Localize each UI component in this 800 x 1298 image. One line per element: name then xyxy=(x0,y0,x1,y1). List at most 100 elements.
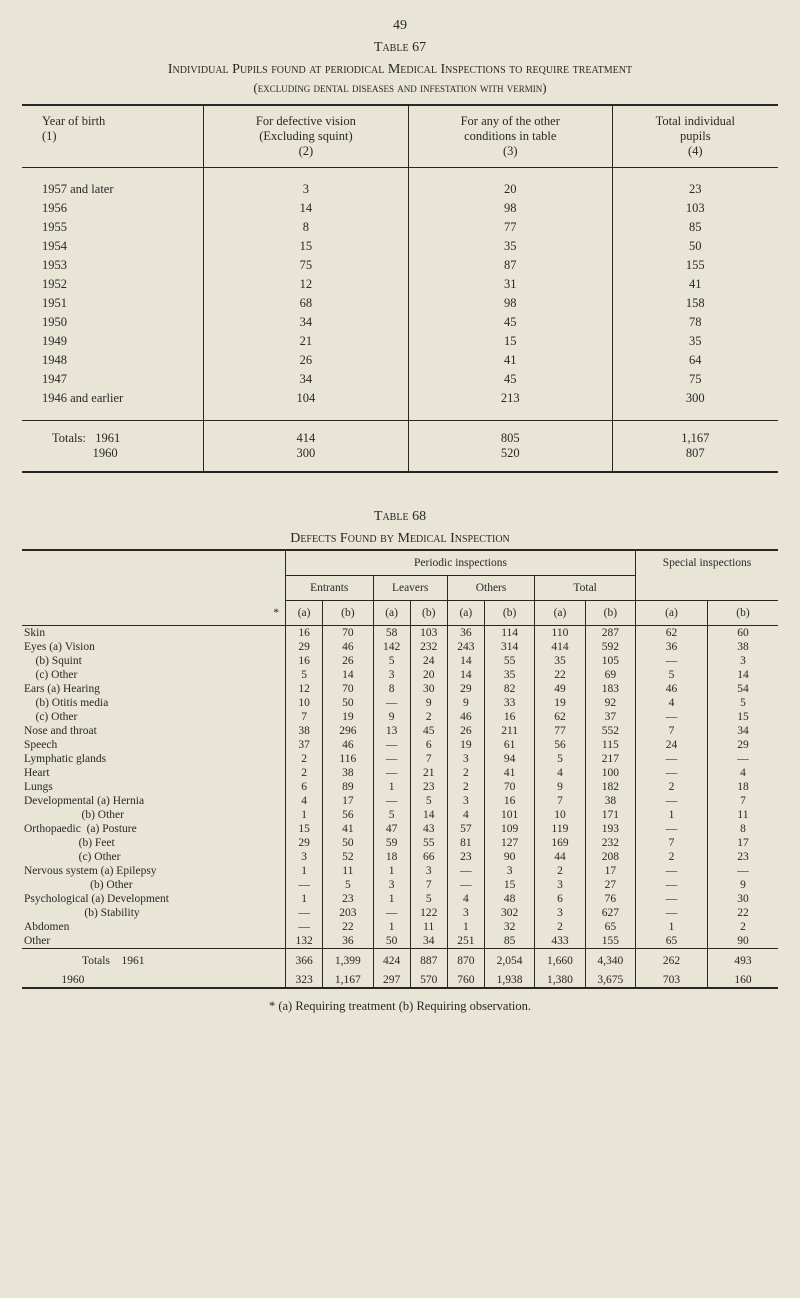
t67-year: 1953 xyxy=(22,256,203,275)
t68-cell: 5 xyxy=(286,668,323,682)
t68-cell: 70 xyxy=(323,626,373,641)
t67-c2: 3 xyxy=(203,180,408,199)
t68-cell: 43 xyxy=(410,822,447,836)
table-row: Lymphatic glands2116—73945217—— xyxy=(22,752,778,766)
t68-total-cell: 570 xyxy=(410,973,447,988)
t68-cell: 1 xyxy=(373,780,410,794)
t68-cell: 30 xyxy=(410,682,447,696)
t68-total-cell: 424 xyxy=(373,949,410,974)
t68-cell: 15 xyxy=(286,822,323,836)
t68-row-label: (b) Squint xyxy=(22,654,286,668)
t68-ab: (a) xyxy=(286,601,323,626)
table-row: Skin167058103361141102876260 xyxy=(22,626,778,641)
t68-cell: 109 xyxy=(484,822,534,836)
t68-ab: (b) xyxy=(484,601,534,626)
t68-cell: 103 xyxy=(410,626,447,641)
t68-cell: — xyxy=(286,906,323,920)
table-row: (b) Feet2950595581127169232717 xyxy=(22,836,778,850)
t67-c2: 34 xyxy=(203,370,408,389)
t68-cell: 4 xyxy=(636,696,708,710)
t67-h0: Year of birth(1) xyxy=(22,105,203,168)
t68-cell: 142 xyxy=(373,640,410,654)
t68-cell: 414 xyxy=(535,640,585,654)
t68-cell: 48 xyxy=(484,892,534,906)
t68-row-label: Heart xyxy=(22,766,286,780)
table-row: (b) Otitis media1050—9933199245 xyxy=(22,696,778,710)
t68-cell: 46 xyxy=(447,710,484,724)
t68-total-cell: 703 xyxy=(636,973,708,988)
t68-cell: 7 xyxy=(410,878,447,892)
table-row: Heart238—212414100—4 xyxy=(22,766,778,780)
t68-cell: 101 xyxy=(484,808,534,822)
t68-cell: 46 xyxy=(636,682,708,696)
t67-c4: 64 xyxy=(612,351,778,370)
t68-cell: 3 xyxy=(484,864,534,878)
t68-cell: 110 xyxy=(535,626,585,641)
t68-cell: 77 xyxy=(535,724,585,738)
t68-cell: 4 xyxy=(447,808,484,822)
table-row: 19561498103 xyxy=(22,199,778,218)
t68-cell: 69 xyxy=(585,668,635,682)
t68-cell: 60 xyxy=(707,626,778,641)
t68-cell: 183 xyxy=(585,682,635,696)
t68-cell: 155 xyxy=(585,934,635,949)
t67-tot-c2: 414300 xyxy=(203,421,408,473)
t68-cell: 33 xyxy=(484,696,534,710)
t68-cell: 55 xyxy=(484,654,534,668)
t68-cell: 627 xyxy=(585,906,635,920)
t68-cell: 7 xyxy=(636,724,708,738)
t68-star: * xyxy=(22,550,286,626)
t67-totals-label: Totals: 1961 1960 xyxy=(22,421,203,473)
t68-cell: 38 xyxy=(585,794,635,808)
t68-cell: 182 xyxy=(585,780,635,794)
t68-cell: 169 xyxy=(535,836,585,850)
t68-ab: (b) xyxy=(585,601,635,626)
t68-cell: 3 xyxy=(535,906,585,920)
t68-ab: (a) xyxy=(535,601,585,626)
t68-cell: 35 xyxy=(535,654,585,668)
t68-cell: 552 xyxy=(585,724,635,738)
t68-cell: — xyxy=(373,766,410,780)
t68-cell: 15 xyxy=(484,878,534,892)
t68-cell: 3 xyxy=(535,878,585,892)
t68-total-cell: 1,167 xyxy=(323,973,373,988)
t68-ab: (a) xyxy=(636,601,708,626)
t68-cell: 94 xyxy=(484,752,534,766)
t68-cell: — xyxy=(447,878,484,892)
t68-cell: 3 xyxy=(373,878,410,892)
t68-row-label: Other xyxy=(22,934,286,949)
t68-cell: 3 xyxy=(447,794,484,808)
t68-gh-others: Others xyxy=(447,576,535,601)
t67-c2: 12 xyxy=(203,275,408,294)
t68-cell: 11 xyxy=(323,864,373,878)
t68-cell: 5 xyxy=(636,668,708,682)
t67-c2: 104 xyxy=(203,389,408,408)
t67-tot-c3: 805520 xyxy=(408,421,612,473)
t68-row-label: Orthopaedic (a) Posture xyxy=(22,822,286,836)
t68-cell: 203 xyxy=(323,906,373,920)
t68-cell: 122 xyxy=(410,906,447,920)
t68-cell: 46 xyxy=(323,640,373,654)
t68-cell: — xyxy=(707,864,778,878)
t68-cell: 296 xyxy=(323,724,373,738)
t68-cell: 2 xyxy=(410,710,447,724)
t68-cell: 17 xyxy=(585,864,635,878)
t68-row-label: (b) Feet xyxy=(22,836,286,850)
t67-c2: 26 xyxy=(203,351,408,370)
t67-year: 1948 xyxy=(22,351,203,370)
t68-row-label: Developmental (a) Hernia xyxy=(22,794,286,808)
t68-cell: 7 xyxy=(707,794,778,808)
t68-cell: 105 xyxy=(585,654,635,668)
t68-cell: 52 xyxy=(323,850,373,864)
t68-cell: 56 xyxy=(323,808,373,822)
t68-row-label: (b) Otitis media xyxy=(22,696,286,710)
t68-cell: 16 xyxy=(286,654,323,668)
table-row: Nose and throat3829613452621177552734 xyxy=(22,724,778,738)
t68-cell: 90 xyxy=(484,850,534,864)
t68-cell: 38 xyxy=(286,724,323,738)
t67-c2: 75 xyxy=(203,256,408,275)
t68-cell: 8 xyxy=(373,682,410,696)
t68-cell: 208 xyxy=(585,850,635,864)
t68-cell: — xyxy=(373,696,410,710)
t68-cell: 38 xyxy=(707,640,778,654)
